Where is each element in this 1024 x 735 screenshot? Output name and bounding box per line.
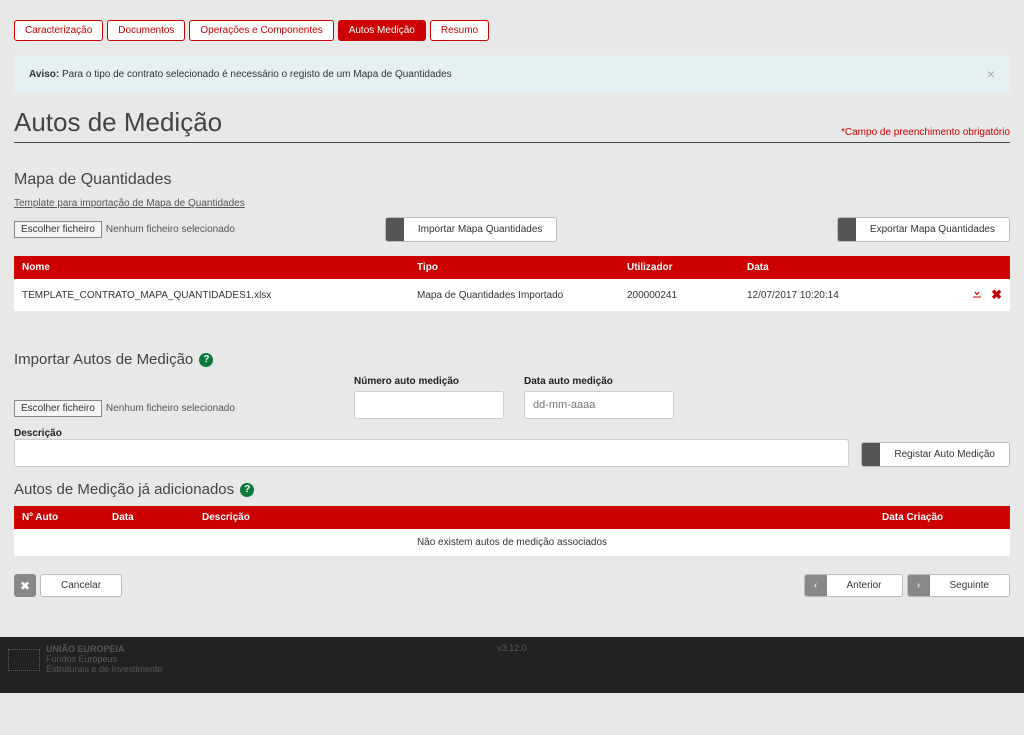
col-data2: Data bbox=[112, 512, 202, 523]
tab-caracterizacao[interactable]: Caracterização bbox=[14, 20, 103, 41]
footer-eu-logo: UNIÃO EUROPEIA Fundos Europeus Estrutura… bbox=[8, 645, 163, 675]
col-descricao: Descrição bbox=[202, 512, 882, 523]
tabs: Caracterização Documentos Operações e Co… bbox=[14, 20, 1010, 41]
export-mapa-button[interactable]: Exportar Mapa Quantidades bbox=[837, 217, 1010, 242]
section-title-adicionados: Autos de Medição já adicionados ? bbox=[14, 481, 1010, 498]
tab-autos-medicao[interactable]: Autos Medição bbox=[338, 20, 426, 41]
col-datacriacao: Data Criação bbox=[882, 512, 1002, 523]
alert-prefix: Aviso: bbox=[29, 69, 59, 80]
table-row: TEMPLATE_CONTRATO_MAPA_QUANTIDADES1.xlsx… bbox=[14, 279, 1010, 311]
col-data: Data bbox=[747, 262, 1002, 273]
delete-icon[interactable]: ✖ bbox=[991, 287, 1002, 303]
mandatory-note: *Campo de preenchimento obrigatório bbox=[841, 127, 1010, 138]
col-utilizador: Utilizador bbox=[627, 262, 747, 273]
template-link[interactable]: Template para importação de Mapa de Quan… bbox=[14, 198, 245, 209]
footer-version: v3.12.0 bbox=[497, 643, 527, 653]
numero-label: Número auto medição bbox=[354, 376, 504, 387]
registar-button[interactable]: Registar Auto Medição bbox=[861, 442, 1010, 467]
choose-file-button-2[interactable]: Escolher ficheiro bbox=[14, 400, 102, 417]
cell-nome: TEMPLATE_CONTRATO_MAPA_QUANTIDADES1.xlsx bbox=[22, 290, 417, 301]
tab-operacoes[interactable]: Operações e Componentes bbox=[189, 20, 333, 41]
help-icon[interactable]: ? bbox=[199, 353, 213, 367]
footer: UNIÃO EUROPEIA Fundos Europeus Estrutura… bbox=[0, 637, 1024, 693]
col-tipo: Tipo bbox=[417, 262, 627, 273]
file-none-label: Nenhum ficheiro selecionado bbox=[106, 224, 235, 235]
autos-table: Nº Auto Data Descrição Data Criação Não … bbox=[14, 506, 1010, 556]
tab-resumo[interactable]: Resumo bbox=[430, 20, 489, 41]
chevron-right-icon: › bbox=[908, 575, 930, 596]
file-none-label-2: Nenhum ficheiro selecionado bbox=[106, 403, 235, 414]
data-label: Data auto medição bbox=[524, 376, 674, 387]
cell-data: 12/07/2017 10:20:14 bbox=[747, 290, 962, 301]
alert-banner: Aviso: Para o tipo de contrato seleciona… bbox=[14, 55, 1010, 93]
numero-input[interactable] bbox=[354, 391, 504, 419]
descricao-label: Descrição bbox=[14, 428, 62, 439]
cell-tipo: Mapa de Quantidades Importado bbox=[417, 290, 627, 301]
data-input[interactable] bbox=[524, 391, 674, 419]
help-icon-2[interactable]: ? bbox=[240, 483, 254, 497]
anterior-button[interactable]: ‹ Anterior bbox=[804, 574, 903, 597]
close-icon[interactable]: × bbox=[987, 66, 995, 82]
alert-text: Para o tipo de contrato selecionado é ne… bbox=[59, 69, 451, 80]
seguinte-button[interactable]: › Seguinte bbox=[907, 574, 1010, 597]
tab-documentos[interactable]: Documentos bbox=[107, 20, 185, 41]
page-title: Autos de Medição bbox=[14, 107, 222, 138]
export-icon bbox=[838, 218, 856, 241]
descricao-input[interactable] bbox=[14, 439, 849, 467]
mapa-table: Nome Tipo Utilizador Data TEMPLATE_CONTR… bbox=[14, 256, 1010, 311]
col-nauto: Nº Auto bbox=[22, 512, 112, 523]
empty-row: Não existem autos de medição associados bbox=[14, 529, 1010, 556]
registar-icon bbox=[862, 443, 880, 466]
cancel-button[interactable]: Cancelar bbox=[40, 574, 122, 597]
choose-file-button[interactable]: Escolher ficheiro bbox=[14, 221, 102, 238]
section-title-mapa: Mapa de Quantidades bbox=[14, 171, 1010, 189]
col-nome: Nome bbox=[22, 262, 417, 273]
chevron-left-icon: ‹ bbox=[805, 575, 827, 596]
cancel-x-button[interactable]: ✖ bbox=[14, 574, 36, 597]
cell-utilizador: 200000241 bbox=[627, 290, 747, 301]
download-icon[interactable] bbox=[971, 287, 983, 303]
section-title-importar: Importar Autos de Medição ? bbox=[14, 351, 1010, 368]
import-icon bbox=[386, 218, 404, 241]
divider bbox=[14, 142, 1010, 143]
bottom-bar: ✖ Cancelar ‹ Anterior › Seguinte bbox=[14, 574, 1010, 597]
import-mapa-button[interactable]: Importar Mapa Quantidades bbox=[385, 217, 558, 242]
